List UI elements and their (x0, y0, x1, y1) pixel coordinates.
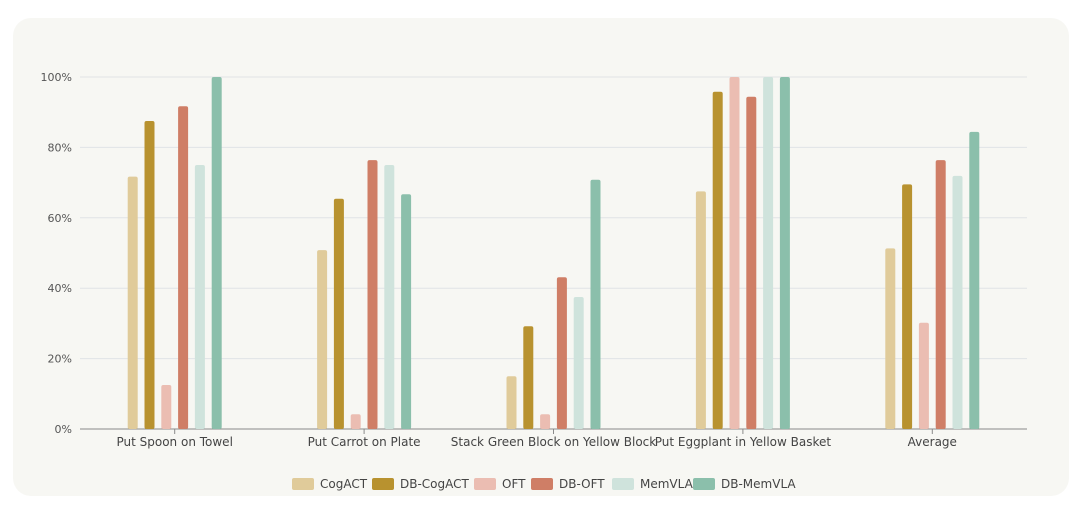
bar-db-cogact-4 (902, 184, 913, 429)
legend-swatch (531, 478, 553, 490)
bar-memvla-0 (194, 165, 205, 429)
y-tick-label: 0% (55, 423, 72, 436)
bar-cogact-3 (695, 191, 706, 429)
bar-db-cogact-1 (333, 198, 344, 429)
x-tick-label: Stack Green Block on Yellow Block (451, 435, 656, 449)
legend-swatch (292, 478, 314, 490)
y-tick-label: 80% (48, 141, 72, 154)
y-tick-label: 100% (41, 71, 72, 84)
bar-db-cogact-3 (712, 91, 723, 429)
y-tick-label: 60% (48, 212, 72, 225)
bar-db-memvla-3 (779, 77, 790, 429)
legend-item-db-memvla: DB-MemVLA (693, 477, 796, 491)
bar-memvla-2 (573, 297, 584, 429)
bar-db-oft-4 (935, 160, 946, 429)
x-tick-label: Put Spoon on Towel (116, 435, 232, 449)
y-axis: 0% 20% 40% 60% 80% 100% (41, 71, 1027, 436)
bar-cogact-0 (127, 176, 138, 429)
bar-db-oft-2 (556, 277, 567, 429)
x-tick-label: Put Eggplant in Yellow Basket (655, 435, 832, 449)
legend-item-cogact: CogACT (292, 477, 368, 491)
bar-db-memvla-1 (401, 194, 412, 429)
bar-oft-4 (918, 322, 929, 429)
bar-oft-3 (729, 77, 740, 429)
bar-memvla-4 (952, 175, 963, 429)
bar-db-memvla-2 (590, 179, 601, 429)
legend-item-memvla: MemVLA (612, 477, 694, 491)
y-tick-label: 40% (48, 282, 72, 295)
x-axis: Put Spoon on Towel Put Carrot on Plate Sta… (116, 429, 957, 449)
bar-cogact-1 (317, 250, 328, 429)
legend-label: CogACT (320, 477, 368, 491)
legend-label: MemVLA (640, 477, 694, 491)
legend-swatch (693, 478, 715, 490)
legend-label: DB-OFT (559, 477, 605, 491)
bar-db-cogact-2 (523, 326, 534, 429)
legend-item-db-oft: DB-OFT (531, 477, 605, 491)
bar-oft-1 (350, 414, 361, 429)
legend-swatch (372, 478, 394, 490)
legend-label: OFT (502, 477, 526, 491)
x-tick-label: Put Carrot on Plate (308, 435, 421, 449)
bar-oft-2 (540, 414, 551, 429)
bar-db-oft-1 (367, 160, 378, 429)
bar-memvla-1 (384, 165, 395, 429)
legend-swatch (612, 478, 634, 490)
bar-oft-0 (161, 385, 172, 429)
legend-label: DB-MemVLA (721, 477, 796, 491)
legend-label: DB-CogACT (400, 477, 470, 491)
bar-db-memvla-0 (211, 77, 222, 429)
bar-cogact-4 (885, 248, 896, 429)
legend-item-oft: OFT (474, 477, 526, 491)
legend-item-db-cogact: DB-CogACT (372, 477, 470, 491)
bar-db-cogact-0 (144, 121, 155, 429)
bar-memvla-3 (763, 77, 774, 429)
y-tick-label: 20% (48, 353, 72, 366)
bar-db-oft-3 (746, 96, 757, 429)
bar-cogact-2 (506, 376, 517, 429)
legend-swatch (474, 478, 496, 490)
bar-db-oft-0 (178, 106, 189, 429)
bars (127, 77, 980, 430)
legend: CogACT DB-CogACT OFT DB-OFT MemVLA DB-MemVLA (292, 477, 796, 491)
gridlines (80, 76, 1027, 360)
bar-db-memvla-4 (969, 131, 980, 430)
x-tick-label: Average (908, 435, 957, 449)
